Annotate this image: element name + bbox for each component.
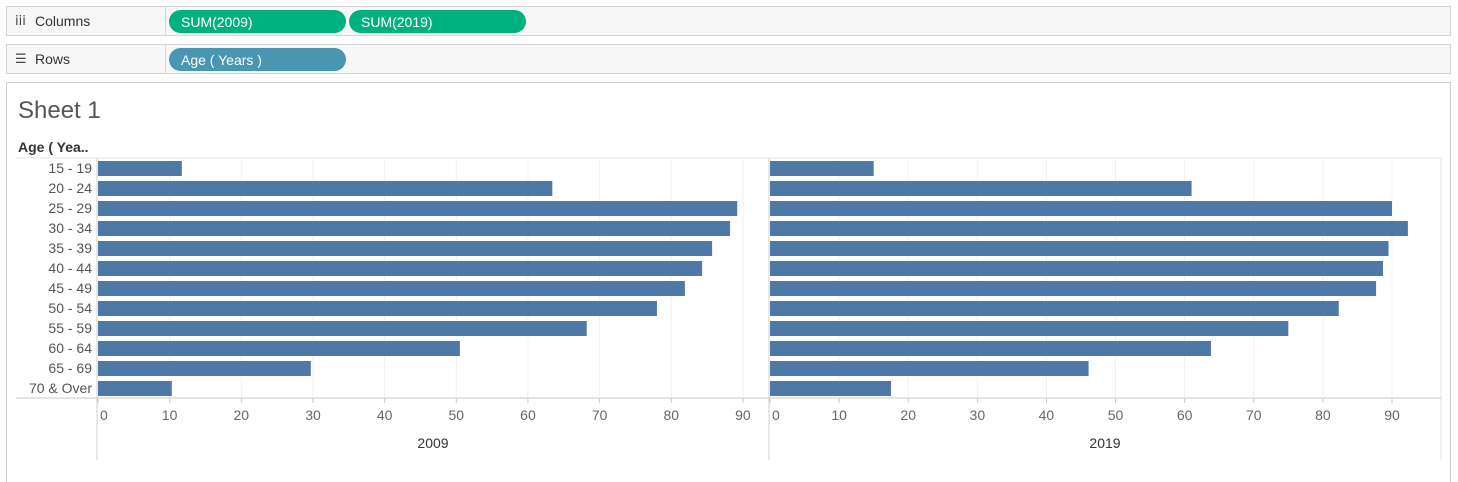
rows-label: Rows xyxy=(35,51,71,67)
tick-label: 30 xyxy=(970,407,986,423)
row-field-header[interactable]: Age ( Yea.. xyxy=(18,139,89,155)
columns-label: Columns xyxy=(35,13,91,29)
tick-label: 40 xyxy=(377,407,393,423)
tick-label: 50 xyxy=(449,407,465,423)
tick-label: 50 xyxy=(1108,407,1124,423)
rows-list-icon: ☰ xyxy=(15,51,27,67)
rows-shelf[interactable]: ☰ Rows Age ( Years ) xyxy=(6,44,1451,74)
bar-2009-70-over xyxy=(98,381,172,396)
tick-label: 40 xyxy=(1039,407,1055,423)
bar-2009-30-34 xyxy=(98,221,731,236)
bar-2009-65-69 xyxy=(98,361,311,376)
category-label: 70 & Over xyxy=(29,380,92,396)
axis-title-2009: 2009 xyxy=(417,435,448,451)
bar-2019-40-44 xyxy=(770,261,1384,276)
category-label: 60 - 64 xyxy=(48,340,92,356)
axis-title-2019: 2019 xyxy=(1089,435,1120,451)
sheet-title: Sheet 1 xyxy=(18,97,101,124)
pill-sum-2019[interactable]: SUM(2019) xyxy=(349,10,526,33)
bar-2019-45-49 xyxy=(770,281,1377,296)
tick-label: 90 xyxy=(1384,407,1400,423)
tick-label: 70 xyxy=(1246,407,1262,423)
tick-label: 80 xyxy=(663,407,679,423)
bar-2019-55-59 xyxy=(770,321,1289,336)
tick-label: 0 xyxy=(772,407,780,423)
bar-2019-25-29 xyxy=(770,201,1392,216)
bar-2009-45-49 xyxy=(98,281,685,296)
category-label: 35 - 39 xyxy=(48,240,92,256)
tick-label: 20 xyxy=(234,407,250,423)
category-label: 65 - 69 xyxy=(48,360,92,376)
category-label: 20 - 24 xyxy=(48,180,92,196)
bar-2009-55-59 xyxy=(98,321,587,336)
category-label: 15 - 19 xyxy=(48,160,92,176)
bar-2009-40-44 xyxy=(98,261,703,276)
tick-label: 70 xyxy=(592,407,608,423)
bar-2009-25-29 xyxy=(98,201,738,216)
category-label: 55 - 59 xyxy=(48,320,92,336)
tick-label: 60 xyxy=(520,407,536,423)
pill-age-years[interactable]: Age ( Years ) xyxy=(169,48,346,71)
category-label: 30 - 34 xyxy=(48,220,92,236)
rows-shelf-label: ☰ Rows xyxy=(7,45,166,73)
bar-2019-65-69 xyxy=(770,361,1089,376)
tick-label: 90 xyxy=(735,407,751,423)
tick-label: 0 xyxy=(100,407,108,423)
bar-2019-15-19 xyxy=(770,161,874,176)
category-label: 40 - 44 xyxy=(48,260,92,276)
bar-2009-35-39 xyxy=(98,241,713,256)
bar-2019-50-54 xyxy=(770,301,1339,316)
tick-label: 60 xyxy=(1177,407,1193,423)
bar-2009-15-19 xyxy=(98,161,182,176)
bar-2009-20-24 xyxy=(98,181,553,196)
bar-2019-70-over xyxy=(770,381,891,396)
tick-label: 80 xyxy=(1315,407,1331,423)
columns-shelf-label: iii Columns xyxy=(7,7,166,35)
bar-2019-20-24 xyxy=(770,181,1192,196)
columns-icon: iii xyxy=(15,13,26,29)
category-label: 50 - 54 xyxy=(48,300,92,316)
category-label: 25 - 29 xyxy=(48,200,92,216)
bar-2019-60-64 xyxy=(770,341,1211,356)
pill-sum-2009[interactable]: SUM(2009) xyxy=(169,10,346,33)
bar-2019-30-34 xyxy=(770,221,1408,236)
tick-label: 10 xyxy=(162,407,178,423)
tick-label: 30 xyxy=(305,407,321,423)
bar-2009-60-64 xyxy=(98,341,460,356)
bar-2009-50-54 xyxy=(98,301,657,316)
bar-2019-35-39 xyxy=(770,241,1389,256)
category-label: 45 - 49 xyxy=(48,280,92,296)
columns-shelf[interactable]: iii Columns SUM(2009) SUM(2019) xyxy=(6,6,1451,36)
tick-label: 10 xyxy=(831,407,847,423)
tick-label: 20 xyxy=(900,407,916,423)
